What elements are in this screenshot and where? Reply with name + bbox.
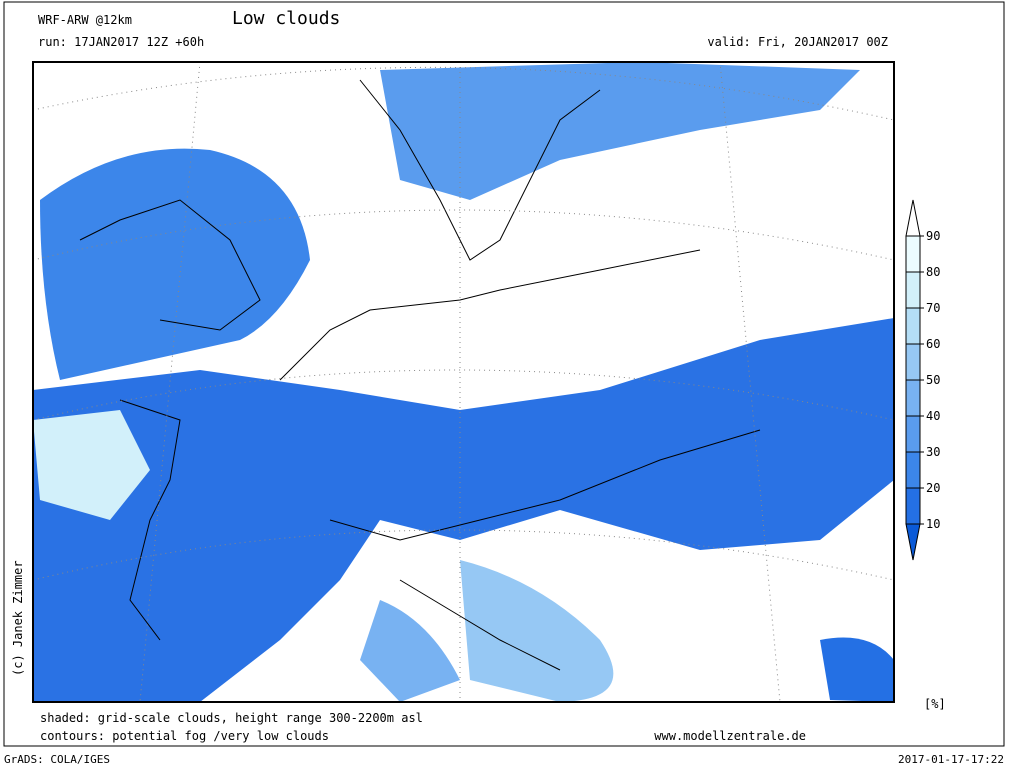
model-label: WRF-ARW @12km (38, 13, 132, 27)
colorbar-segment (905, 451, 921, 489)
shaded-note: shaded: grid-scale clouds, height range … (40, 711, 423, 725)
unit-label: [%] (924, 697, 946, 711)
colorbar-label: 80 (926, 265, 940, 279)
map-border (32, 61, 895, 703)
cloud-scandinavia (380, 62, 860, 200)
colorbar-label: 60 (926, 337, 940, 351)
colorbar-segment (905, 199, 921, 237)
colorbar-segment (905, 415, 921, 453)
cloud-balkans (460, 560, 614, 702)
colorbar-label: 30 (926, 445, 940, 459)
cloud-italy (360, 600, 460, 702)
colorbar-segment (905, 271, 921, 309)
software: GrADS: COLA/IGES (4, 753, 110, 766)
contours-note: contours: potential fog /very low clouds (40, 729, 329, 743)
colorbar-label: 90 (926, 229, 940, 243)
run-label: run: 17JAN2017 12Z +60h (38, 35, 204, 49)
cloud-east (820, 637, 894, 702)
colorbar-label: 40 (926, 409, 940, 423)
cloud-band (33, 318, 894, 702)
colorbar: 10 20 30 40 50 60 70 80 90 (905, 199, 940, 561)
map (32, 61, 895, 703)
credit: (c) Janek Zimmer (11, 560, 25, 676)
colorbar-label: 50 (926, 373, 940, 387)
colorbar-segment (905, 343, 921, 381)
colorbar-segment (905, 307, 921, 345)
colorbar-segment (905, 379, 921, 417)
colorbar-segment (905, 235, 921, 273)
colorbar-label: 70 (926, 301, 940, 315)
cloud-gap (33, 410, 150, 520)
colorbar-segment (905, 487, 921, 525)
cloud-british-isles (40, 148, 310, 380)
website: www.modellzentrale.de (654, 729, 806, 743)
timestamp: 2017-01-17-17:22 (898, 753, 1004, 766)
colorbar-label: 10 (926, 517, 940, 531)
coastlines (79, 79, 761, 671)
valid-label: valid: Fri, 20JAN2017 00Z (707, 35, 888, 49)
graticule (33, 62, 894, 702)
colorbar-label: 20 (926, 481, 940, 495)
title: Low clouds (232, 8, 340, 29)
